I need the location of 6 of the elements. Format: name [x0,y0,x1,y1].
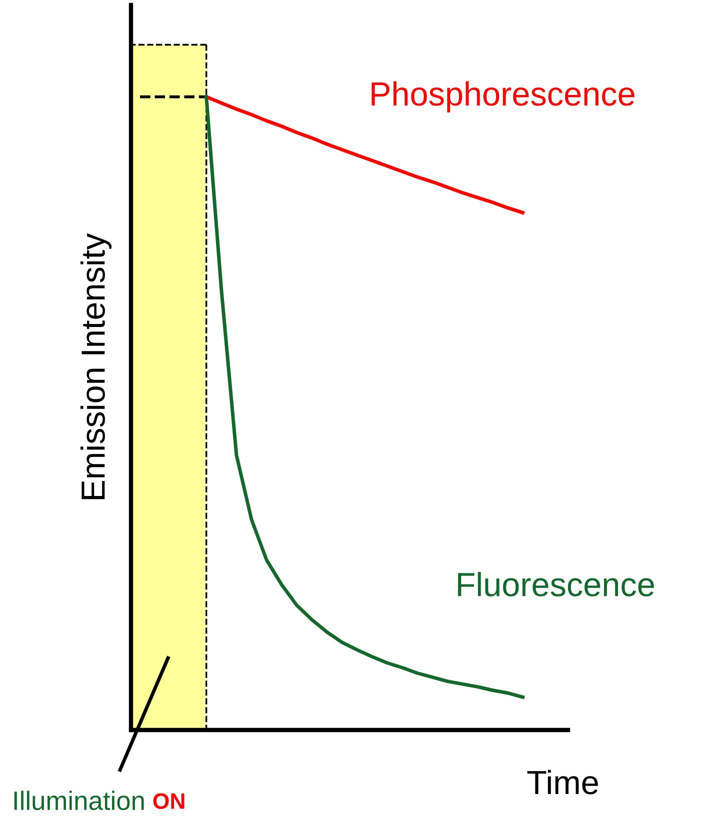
text: Illumination [14,790,144,810]
text: ON [153,793,184,809]
y-axis-title: Emission Intensity [80,233,112,500]
text: Fluorescence [458,572,654,596]
x-axis-title: Time [527,770,598,794]
series-label: Phosphorescence [372,81,634,112]
